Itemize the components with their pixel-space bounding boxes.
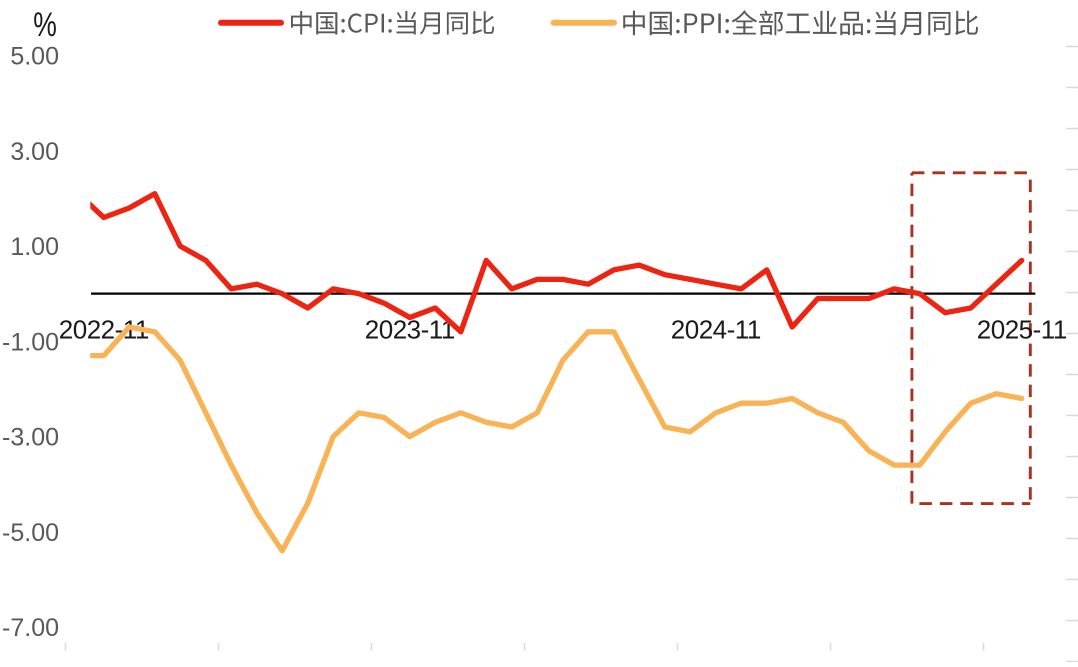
svg-text:-3.00: -3.00 [2,424,59,452]
svg-text:3.00: 3.00 [10,138,59,166]
svg-text:%: % [33,6,57,44]
svg-text:-7.00: -7.00 [2,614,59,642]
svg-text:-5.00: -5.00 [2,519,59,547]
svg-text:1.00: 1.00 [10,233,59,261]
svg-text:-1.00: -1.00 [2,328,59,356]
svg-text:2025-11: 2025-11 [977,314,1067,344]
svg-text:2024-11: 2024-11 [671,314,761,344]
svg-text:5.00: 5.00 [10,43,59,71]
